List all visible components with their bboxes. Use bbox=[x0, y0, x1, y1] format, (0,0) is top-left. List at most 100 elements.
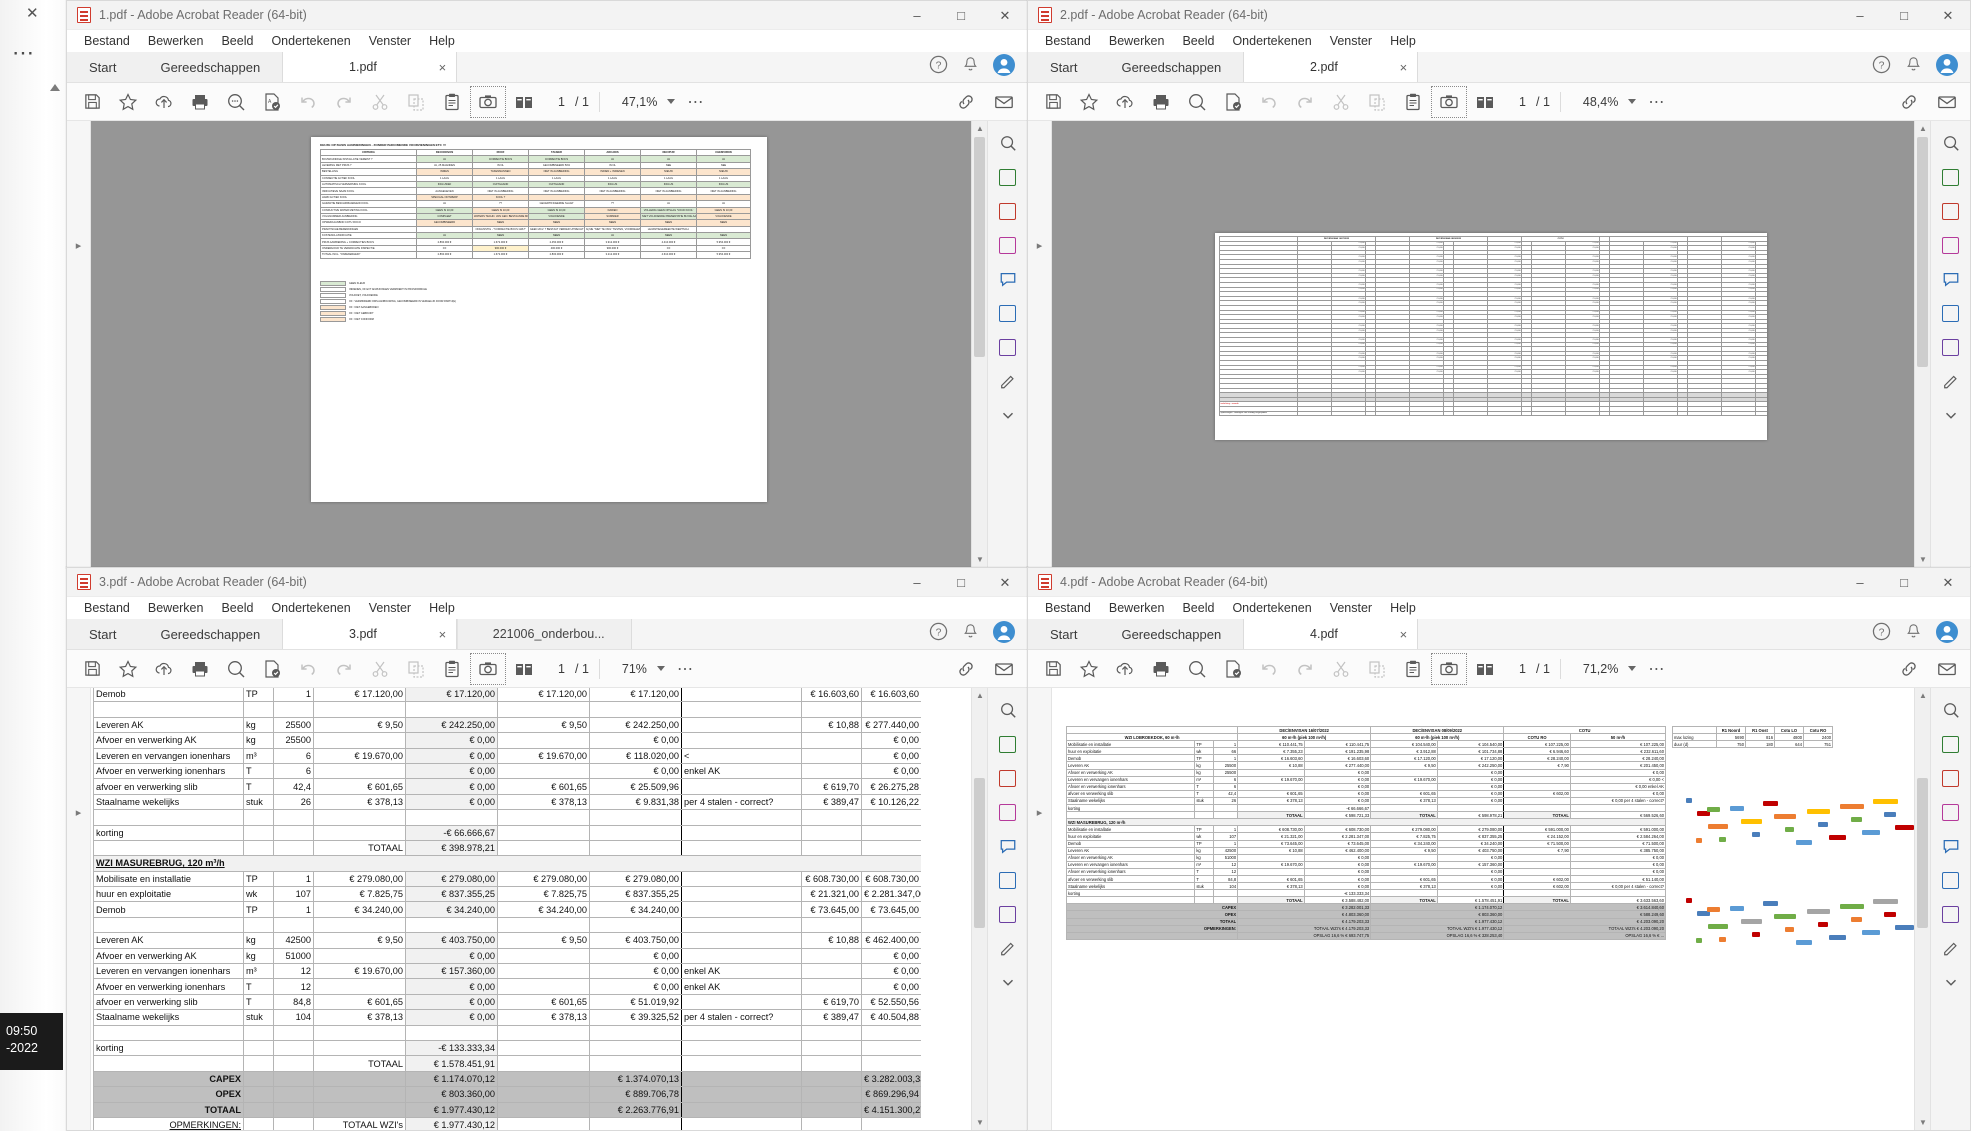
undo-icon[interactable] bbox=[1252, 654, 1286, 684]
toolbar-1[interactable]: A 1 / 1 47,1% ⋯ bbox=[67, 83, 1027, 121]
menu-ondertekenen[interactable]: Ondertekenen bbox=[271, 600, 351, 615]
titlebar-2[interactable]: 2.pdf - Adobe Acrobat Reader (64-bit) – … bbox=[1028, 1, 1970, 30]
page-indicator[interactable]: 1 / 1 bbox=[1510, 662, 1550, 676]
save-icon[interactable] bbox=[1036, 654, 1070, 684]
window-controls-4[interactable]: – □ ✕ bbox=[1838, 568, 1970, 597]
scroll-thumb[interactable] bbox=[974, 137, 985, 357]
zoom-control[interactable]: 71,2% bbox=[1583, 662, 1637, 676]
cloud-upload-icon[interactable] bbox=[147, 654, 181, 684]
search-icon[interactable] bbox=[219, 87, 253, 117]
help-icon[interactable]: ? bbox=[1872, 622, 1891, 646]
organize-pages-icon[interactable] bbox=[993, 899, 1023, 929]
zoom-level[interactable]: 71% bbox=[621, 661, 647, 676]
notification-bell-icon[interactable] bbox=[1905, 56, 1922, 79]
page-indicator[interactable]: 1 / 1 bbox=[1510, 95, 1550, 109]
star-icon[interactable] bbox=[111, 87, 145, 117]
close-button[interactable]: ✕ bbox=[1942, 7, 1954, 23]
tab-document-secondary[interactable]: 221006_onderbou... bbox=[457, 619, 633, 649]
pdf-canvas-3[interactable]: Demob TP 1 € 17.120,00 € 17.120,00 € 17.120,0… bbox=[91, 688, 987, 1130]
menu-ondertekenen[interactable]: Ondertekenen bbox=[1232, 33, 1312, 48]
fill-sign-icon[interactable] bbox=[993, 366, 1023, 396]
pdf-canvas-2[interactable]: DEC/ENVISAN 16/07/2022 DEC/ENVISAN 08/09/… bbox=[1052, 121, 1930, 567]
cloud-upload-icon[interactable] bbox=[147, 87, 181, 117]
star-icon[interactable] bbox=[111, 654, 145, 684]
paste-icon[interactable] bbox=[1396, 87, 1430, 117]
close-icon[interactable]: ✕ bbox=[26, 5, 39, 22]
edit-pdf-icon[interactable] bbox=[993, 230, 1023, 260]
star-icon[interactable] bbox=[1072, 87, 1106, 117]
close-button[interactable]: ✕ bbox=[1942, 574, 1954, 590]
toolbar-4[interactable]: 1 / 1 71,2% ⋯ bbox=[1028, 650, 1970, 688]
expand-panel-icon[interactable]: ▸ bbox=[1036, 807, 1043, 819]
fill-sign-icon[interactable] bbox=[1936, 933, 1966, 963]
tab-document[interactable]: 2.pdf × bbox=[1243, 52, 1419, 82]
search-panel-icon[interactable] bbox=[993, 128, 1023, 158]
comment-icon[interactable] bbox=[993, 831, 1023, 861]
tab-close-icon[interactable]: × bbox=[438, 626, 447, 642]
tabbar-4[interactable]: Start Gereedschappen 4.pdf × ? bbox=[1028, 619, 1970, 650]
tab-start[interactable]: Start bbox=[67, 619, 139, 649]
print-icon[interactable] bbox=[1144, 654, 1178, 684]
toolbar-right-2[interactable] bbox=[1892, 83, 1964, 121]
account-avatar[interactable] bbox=[1936, 620, 1958, 648]
titlebar-4[interactable]: 4.pdf - Adobe Acrobat Reader (64-bit) – … bbox=[1028, 568, 1970, 597]
chevron-down-icon[interactable] bbox=[1628, 666, 1637, 671]
create-pdf-icon[interactable] bbox=[1936, 763, 1966, 793]
menu-bewerken[interactable]: Bewerken bbox=[147, 600, 204, 615]
menu-bestand[interactable]: Bestand bbox=[84, 33, 130, 48]
left-rail-3[interactable]: ▸ bbox=[67, 688, 91, 1130]
scroll-thumb[interactable] bbox=[974, 778, 985, 928]
cut-icon[interactable] bbox=[1324, 654, 1358, 684]
pdf-canvas-4[interactable]: DEC/ENVISAN 16/07/2022 DEC/ENVISAN 08/09/… bbox=[1052, 688, 1930, 1130]
tabbar-right-icons[interactable]: ? bbox=[929, 52, 1027, 82]
comment-icon[interactable] bbox=[1936, 831, 1966, 861]
export-pdf-icon[interactable] bbox=[993, 729, 1023, 759]
tab-close-icon[interactable]: × bbox=[1399, 626, 1408, 642]
toolbar-2[interactable]: 1 / 1 48,4% ⋯ bbox=[1028, 83, 1970, 121]
menu-bestand[interactable]: Bestand bbox=[1045, 33, 1091, 48]
organize-pages-icon[interactable] bbox=[1936, 332, 1966, 362]
scroll-up-arrow-icon[interactable]: ▲ bbox=[1919, 124, 1927, 133]
save-icon[interactable] bbox=[75, 654, 109, 684]
redo-icon[interactable] bbox=[1288, 654, 1322, 684]
menu-ondertekenen[interactable]: Ondertekenen bbox=[1232, 600, 1312, 615]
pdf-canvas-1[interactable]: KEUZE OP BASIS AANBIEDINGEN - ZONDER BIJ… bbox=[91, 121, 987, 567]
menu-help[interactable]: Help bbox=[1390, 33, 1416, 48]
compare-icon[interactable] bbox=[1468, 654, 1502, 684]
right-rail-2[interactable] bbox=[1930, 121, 1970, 567]
expand-panel-icon[interactable]: ▸ bbox=[75, 240, 82, 252]
combine-files-icon[interactable] bbox=[993, 298, 1023, 328]
tab-gereedschappen[interactable]: Gereedschappen bbox=[138, 619, 283, 649]
zoom-level[interactable]: 47,1% bbox=[621, 94, 658, 109]
mail-icon[interactable] bbox=[987, 87, 1021, 117]
more-tools-ellipsis-icon[interactable]: ⋯ bbox=[687, 93, 705, 111]
snapshot-icon[interactable] bbox=[1431, 85, 1467, 118]
combine-files-icon[interactable] bbox=[993, 865, 1023, 895]
copy-icon[interactable] bbox=[399, 87, 433, 117]
maximize-button[interactable]: □ bbox=[957, 8, 965, 23]
cut-icon[interactable] bbox=[363, 87, 397, 117]
help-icon[interactable]: ? bbox=[929, 55, 948, 79]
expand-panel-icon[interactable]: ▸ bbox=[1036, 240, 1043, 252]
tab-gereedschappen[interactable]: Gereedschappen bbox=[138, 52, 283, 82]
menubar-4[interactable]: Bestand Bewerken Beeld Ondertekenen Vens… bbox=[1028, 597, 1970, 619]
account-avatar[interactable] bbox=[993, 53, 1015, 81]
copy-icon[interactable] bbox=[1360, 87, 1394, 117]
left-rail-4[interactable]: ▸ bbox=[1028, 688, 1052, 1130]
more-tools-icon[interactable] bbox=[993, 400, 1023, 430]
scroll-down-arrow-icon[interactable]: ▼ bbox=[1919, 555, 1927, 564]
more-tools-ellipsis-icon[interactable]: ⋯ bbox=[676, 660, 694, 678]
export-pdf-icon[interactable] bbox=[1936, 162, 1966, 192]
compare-icon[interactable] bbox=[507, 87, 541, 117]
toolbar-right-1[interactable] bbox=[949, 83, 1021, 121]
page-current[interactable]: 1 bbox=[1519, 94, 1526, 109]
link-icon[interactable] bbox=[949, 654, 983, 684]
tabbar-1[interactable]: Start Gereedschappen 1.pdf × ? bbox=[67, 52, 1027, 83]
menu-ondertekenen[interactable]: Ondertekenen bbox=[271, 33, 351, 48]
page-current[interactable]: 1 bbox=[558, 94, 565, 109]
toolbar-3[interactable]: 1 / 1 71% ⋯ bbox=[67, 650, 1027, 688]
fill-sign-icon[interactable] bbox=[993, 933, 1023, 963]
vertical-scrollbar-1[interactable]: ▲ ▼ bbox=[971, 121, 987, 567]
page-current[interactable]: 1 bbox=[558, 661, 565, 676]
ellipsis-icon[interactable]: ⋯ bbox=[12, 40, 36, 65]
